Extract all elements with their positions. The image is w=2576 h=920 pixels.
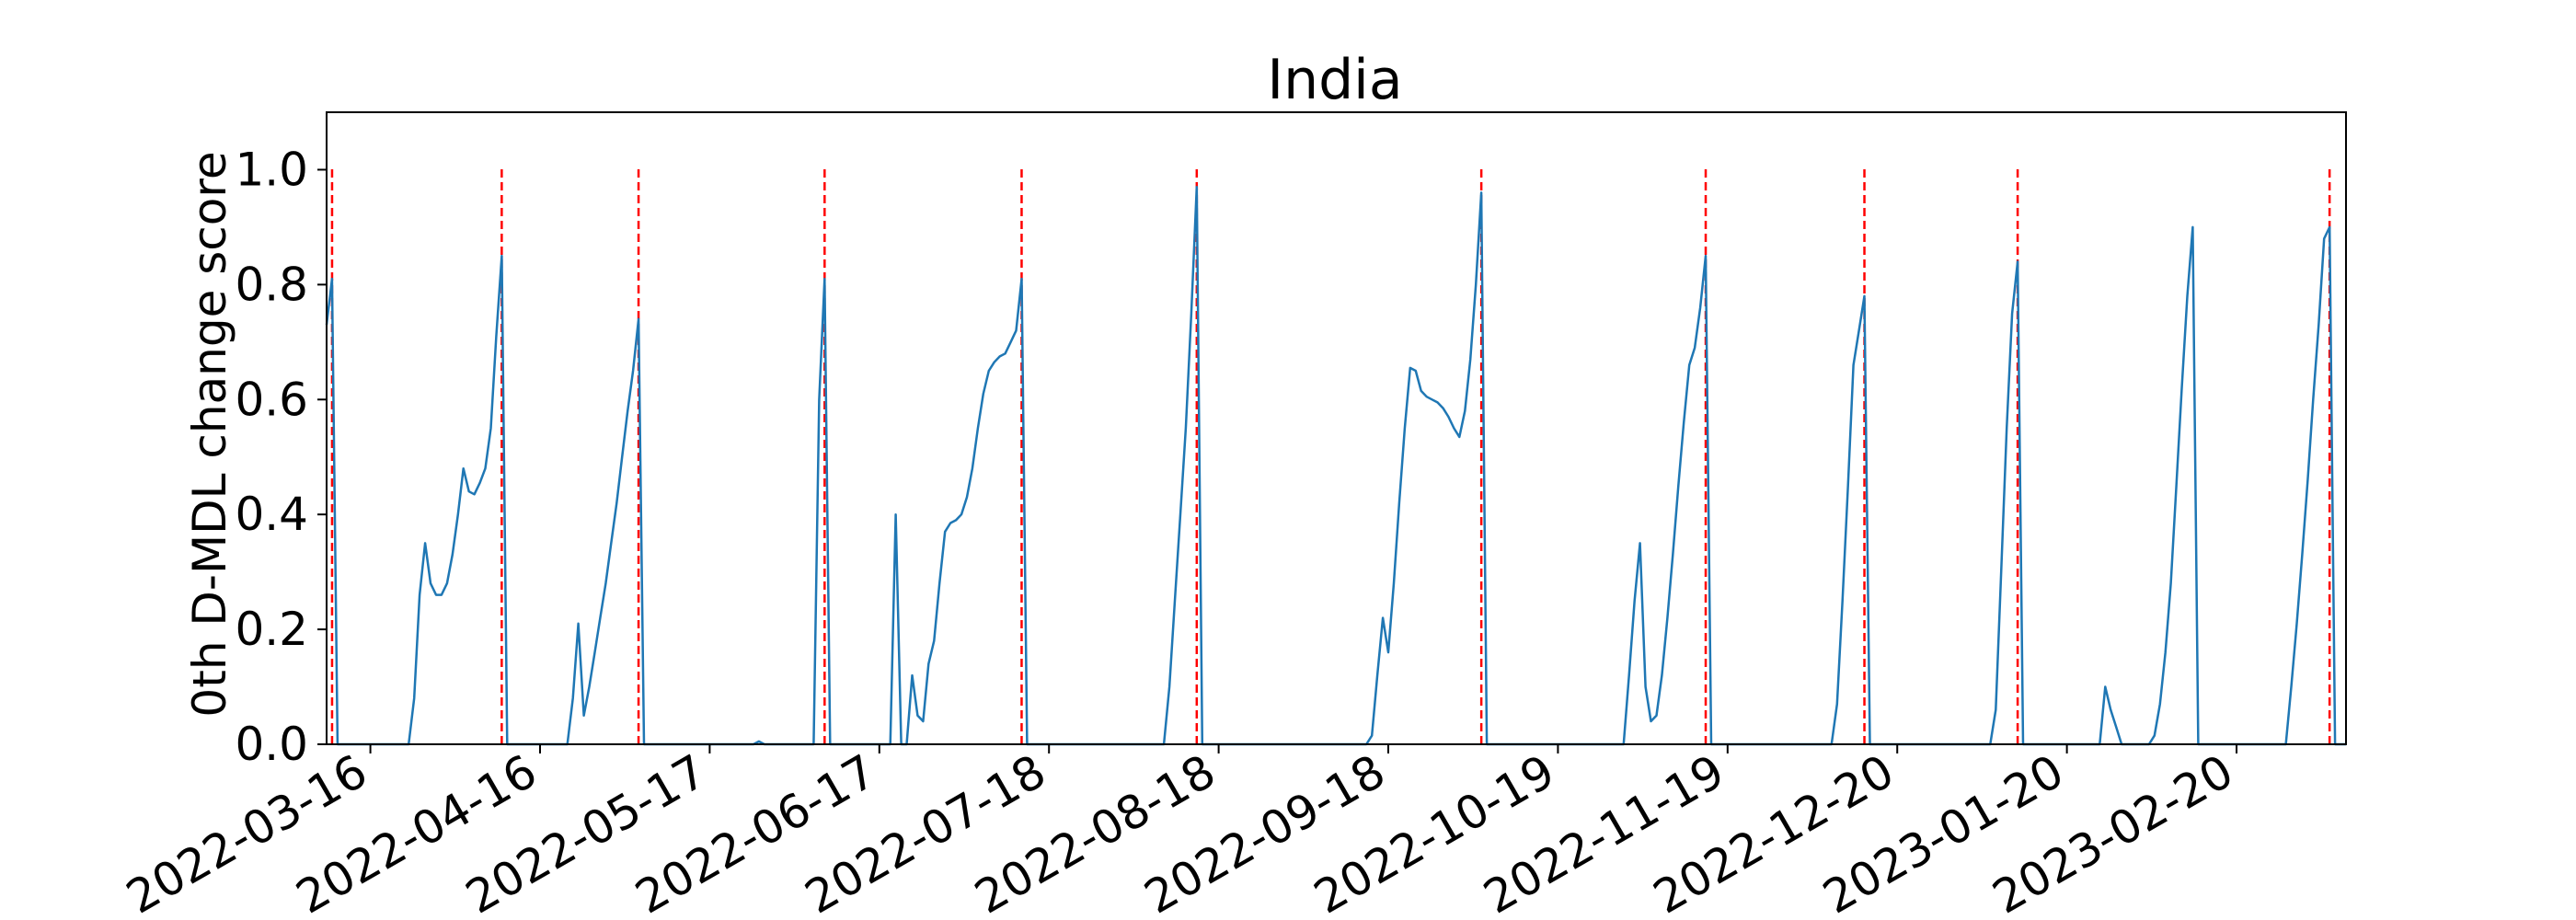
change-point-lines bbox=[330, 167, 2331, 744]
plot-area-frame bbox=[326, 111, 2347, 745]
y-tick-label-0: 0.0 bbox=[235, 718, 308, 771]
y-axis: 0.0 0.2 0.4 0.6 0.8 1.0 bbox=[235, 143, 327, 771]
y-tick-label-2: 0.4 bbox=[235, 488, 308, 541]
series-line-0 bbox=[325, 185, 2346, 746]
series-lines bbox=[325, 185, 2346, 746]
y-axis-label: 0th D-MDL change score bbox=[183, 151, 236, 717]
y-tick-label-4: 0.8 bbox=[235, 258, 308, 311]
y-tick-label-1: 0.2 bbox=[235, 603, 308, 656]
x-axis: 2022-03-162022-04-162022-05-172022-06-17… bbox=[118, 744, 2242, 920]
chart-title: India bbox=[1267, 48, 1402, 112]
y-tick-label-5: 1.0 bbox=[235, 143, 308, 196]
y-tick-label-3: 0.6 bbox=[235, 373, 308, 426]
